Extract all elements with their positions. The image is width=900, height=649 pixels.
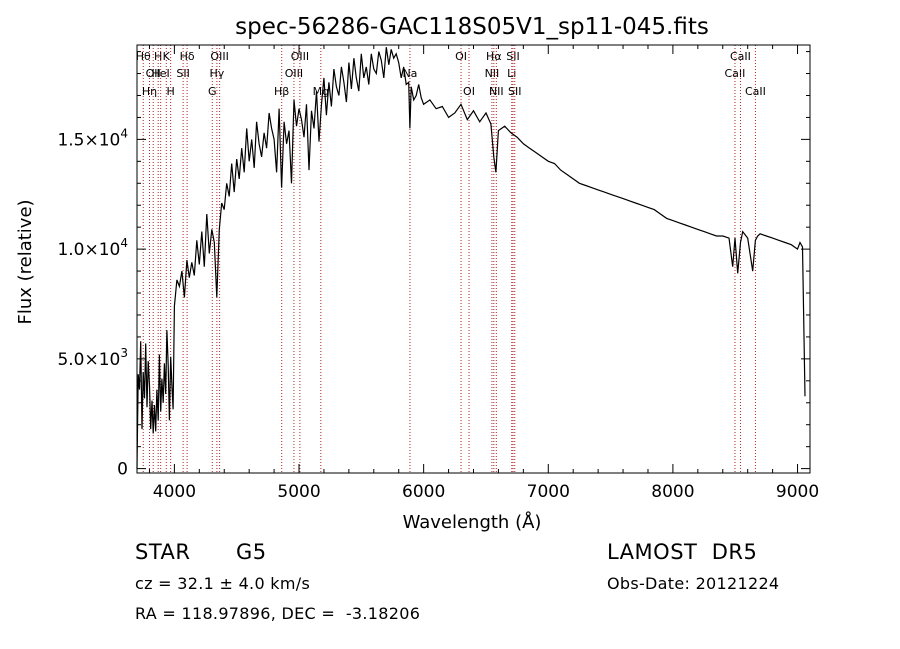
- spectral-subclass: G5: [236, 540, 267, 564]
- line-marker-label: OIII: [291, 50, 309, 63]
- line-marker-label: Hα: [486, 50, 502, 63]
- x-tick-label: 8000: [651, 482, 694, 502]
- y-tick-label: 1.5×104: [57, 126, 128, 150]
- x-axis-label: Wavelength (Å): [403, 511, 542, 533]
- line-marker-label: Hη: [142, 85, 157, 98]
- line-marker-label: Hθ: [136, 50, 151, 63]
- line-marker-label: OI: [463, 85, 475, 98]
- line-marker-label: H: [167, 85, 175, 98]
- y-tick-label: 0: [117, 460, 128, 480]
- line-marker-label: SII: [508, 85, 521, 98]
- redshift-velocity: cz = 32.1 ± 4.0 km/s: [135, 574, 311, 593]
- line-marker-label: CaII: [730, 50, 751, 63]
- line-marker-label: HeI: [152, 67, 170, 80]
- x-tick-label: 4000: [153, 482, 196, 502]
- y-tick-label: 5.0×103: [57, 346, 128, 370]
- line-marker-label: H: [154, 50, 162, 63]
- spectrum-line: [136, 47, 806, 469]
- x-tick-label: 5000: [277, 482, 320, 502]
- line-marker-label: Mg: [313, 85, 329, 98]
- line-marker-label: NII: [485, 67, 500, 80]
- line-marker-label: OII: [146, 67, 161, 80]
- line-marker-label: Li: [507, 67, 516, 80]
- y-axis-label: Flux (relative): [15, 199, 36, 324]
- line-marker-label: Na: [402, 67, 417, 80]
- line-marker-label: Hγ: [209, 67, 224, 80]
- line-marker-label: Hδ: [180, 50, 195, 63]
- line-marker-label: CaII: [725, 67, 746, 80]
- x-tick-label: 6000: [402, 482, 445, 502]
- observation-date: Obs-Date: 20121224: [607, 574, 780, 593]
- line-marker-label: Hβ: [274, 85, 289, 98]
- line-marker-label: CaII: [745, 85, 766, 98]
- line-marker-label: SII: [176, 67, 189, 80]
- survey-name: LAMOST DR5: [607, 540, 758, 564]
- line-marker-label: OIII: [285, 67, 303, 80]
- emission-line-markers: HθHηOIIHHeIKHSIIHδGHγOIIIHβOIIIOIIIMgNaO…: [136, 45, 766, 473]
- line-marker-label: SII: [506, 50, 519, 63]
- sky-coordinates: RA = 118.97896, DEC = -3.18206: [135, 604, 421, 623]
- plot-frame: [136, 44, 811, 474]
- x-axis: 4000 5000 6000 7000 8000 9000: [148, 45, 819, 502]
- y-axis: 0 5.0×103 1.0×104 1.5×104: [57, 51, 810, 480]
- line-marker-label: K: [163, 50, 171, 63]
- y-tick-label: 1.0×104: [57, 236, 128, 260]
- line-marker-label: OIII: [210, 50, 228, 63]
- line-marker-label: NII: [489, 85, 504, 98]
- object-class: STAR: [135, 540, 191, 564]
- chart-title: spec-56286-GAC118S05V1_sp11-045.fits: [235, 14, 709, 40]
- x-tick-label: 9000: [776, 482, 819, 502]
- x-tick-label: 7000: [527, 482, 570, 502]
- line-marker-label: OI: [455, 50, 467, 63]
- line-marker-label: G: [208, 85, 217, 98]
- series-layer: [136, 47, 806, 469]
